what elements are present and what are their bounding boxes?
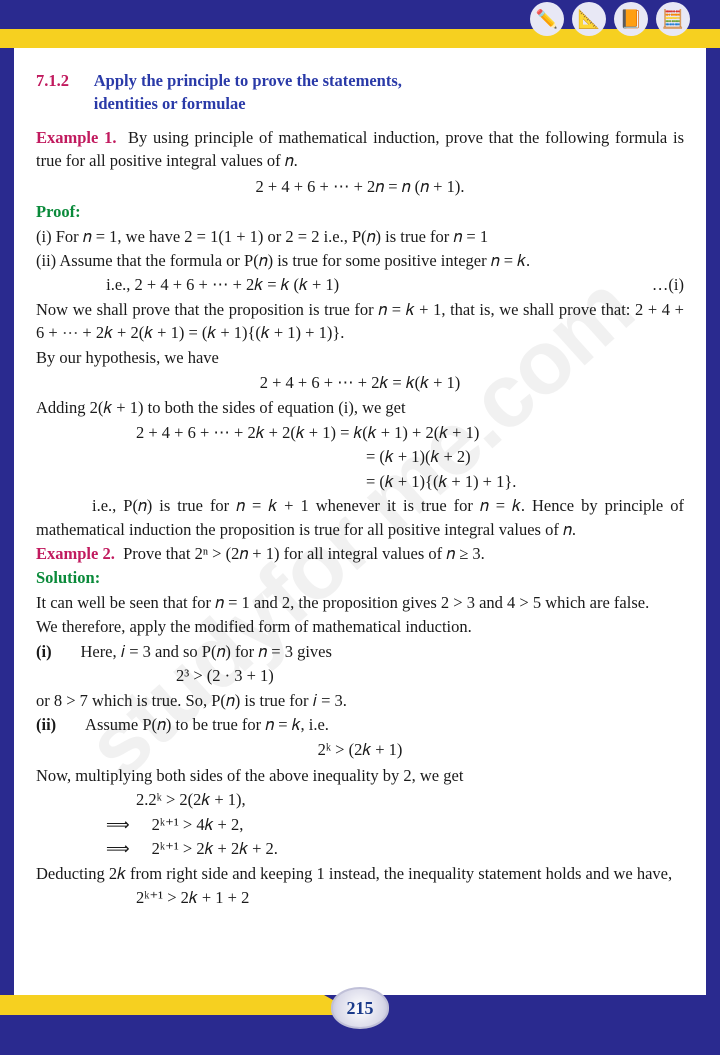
example1-formula: 2 + 4 + 6 + ⋯ + 2𝑛 = 𝑛 (𝑛 + 1). [36, 175, 684, 198]
sol-mult-eq3: 2ᵏ⁺¹ > 2𝑘 + 2𝑘 + 2. [36, 837, 684, 860]
proof-step-ii: (ii) Assume that the formula or P(𝑛) is … [36, 249, 684, 272]
proof-add-eq2: = (𝑘 + 1)(𝑘 + 2) [36, 445, 684, 468]
proof-hyp-eq: 2 + 4 + 6 + ⋯ + 2𝑘 = 𝑘(𝑘 + 1) [36, 371, 684, 394]
proof-add-eq1: 2 + 4 + 6 + ⋯ + 2𝑘 + 2(𝑘 + 1) = 𝑘(𝑘 + 1)… [36, 421, 684, 444]
section-title-line1: Apply the principle to prove the stateme… [94, 71, 402, 90]
example1-intro: Example 1. By using principle of mathema… [36, 126, 684, 173]
example2-label: Example 2. [36, 544, 115, 563]
right-frame-bar [706, 48, 720, 995]
proof-conclusion: i.e., P(𝑛) is true for 𝑛 = 𝑘 + 1 wheneve… [36, 494, 684, 541]
top-banner: ✏️ 📐 📙 🧮 [0, 0, 720, 48]
calculator-icon: 🧮 [656, 2, 690, 36]
proof-hyp: By our hypothesis, we have [36, 346, 684, 369]
page-number-badge: 215 [331, 987, 389, 1029]
sol-ii-tag: (ii) [36, 715, 56, 734]
section-title-line2: identities or formulae [94, 94, 246, 113]
example1-intro-text: By using principle of mathematical induc… [36, 128, 684, 170]
section-number: 7.1.2 [36, 71, 69, 90]
sol-line2: We therefore, apply the modified form of… [36, 615, 684, 638]
sol-ii: (ii) Assume P(𝑛) to be true for 𝑛 = 𝑘, i… [36, 713, 684, 736]
sol-mult-eq2-text: 2ᵏ⁺¹ > 4𝑘 + 2, [152, 815, 244, 834]
book-icon: 📙 [614, 2, 648, 36]
example2-statement: Example 2. Prove that 2ⁿ > (2𝑛 + 1) for … [36, 542, 684, 565]
sol-mult: Now, multiplying both sides of the above… [36, 764, 684, 787]
sol-i: (i) Here, 𝑖 = 3 and so P(𝑛) for 𝑛 = 3 gi… [36, 640, 684, 663]
left-frame-bar [0, 48, 14, 995]
tool-icons-row: ✏️ 📐 📙 🧮 [530, 2, 690, 36]
page-content: 7.1.2 Apply the principle to prove the s… [28, 60, 692, 983]
sol-i-or: or 8 > 7 which is true. So, P(𝑛) is true… [36, 689, 684, 712]
proof-step-i: (i) For 𝑛 = 1, we have 2 = 1(1 + 1) or 2… [36, 225, 684, 248]
sol-line1: It can well be seen that for 𝑛 = 1 and 2… [36, 591, 684, 614]
sol-deduct-eq: 2ᵏ⁺¹ > 2𝑘 + 1 + 2 [36, 886, 684, 909]
sol-i-line: Here, 𝑖 = 3 and so P(𝑛) for 𝑛 = 3 gives [80, 642, 331, 661]
proof-now: Now we shall prove that the proposition … [36, 298, 684, 345]
sol-i-eq: 2³ > (2 · 3 + 1) [36, 664, 684, 687]
proof-step-ii-eq-tag: …(i) [652, 273, 684, 296]
sol-i-tag: (i) [36, 642, 52, 661]
proof-conclusion-text: i.e., P(𝑛) is true for 𝑛 = 𝑘 + 1 wheneve… [36, 496, 684, 538]
compass-icon: 📐 [572, 2, 606, 36]
sol-mult-eq2: 2ᵏ⁺¹ > 4𝑘 + 2, [36, 813, 684, 836]
proof-step-ii-eq-body: i.e., 2 + 4 + 6 + ⋯ + 2𝑘 = 𝑘 (𝑘 + 1) [106, 275, 339, 294]
proof-step-ii-eq: i.e., 2 + 4 + 6 + ⋯ + 2𝑘 = 𝑘 (𝑘 + 1) …(i… [36, 273, 684, 296]
proof-add-eq3: = (𝑘 + 1){(𝑘 + 1) + 1}. [36, 470, 684, 493]
solution-label: Solution: [36, 568, 100, 587]
example2-statement-text: Prove that 2ⁿ > (2𝑛 + 1) for all integra… [123, 544, 485, 563]
sol-ii-eq: 2ᵏ > (2𝑘 + 1) [36, 738, 684, 761]
sol-mult-eq1: 2.2ᵏ > 2(2𝑘 + 1), [36, 788, 684, 811]
proof-add: Adding 2(𝑘 + 1) to both the sides of equ… [36, 396, 684, 419]
sol-mult-eq3-text: 2ᵏ⁺¹ > 2𝑘 + 2𝑘 + 2. [152, 839, 278, 858]
pencil-icon: ✏️ [530, 2, 564, 36]
proof-label: Proof: [36, 202, 81, 221]
example1-label: Example 1. [36, 128, 116, 147]
sol-ii-line: Assume P(𝑛) to be true for 𝑛 = 𝑘, i.e. [85, 715, 329, 734]
section-heading: 7.1.2 Apply the principle to prove the s… [36, 69, 684, 116]
sol-deduct: Deducting 2𝑘 from right side and keeping… [36, 862, 684, 885]
